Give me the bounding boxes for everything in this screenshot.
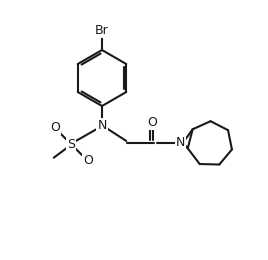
Text: Br: Br [95,24,109,37]
Text: O: O [83,154,93,167]
Text: O: O [50,121,60,134]
Text: N: N [176,136,185,149]
Text: N: N [97,119,107,132]
Text: O: O [147,116,157,129]
Text: S: S [67,138,75,151]
